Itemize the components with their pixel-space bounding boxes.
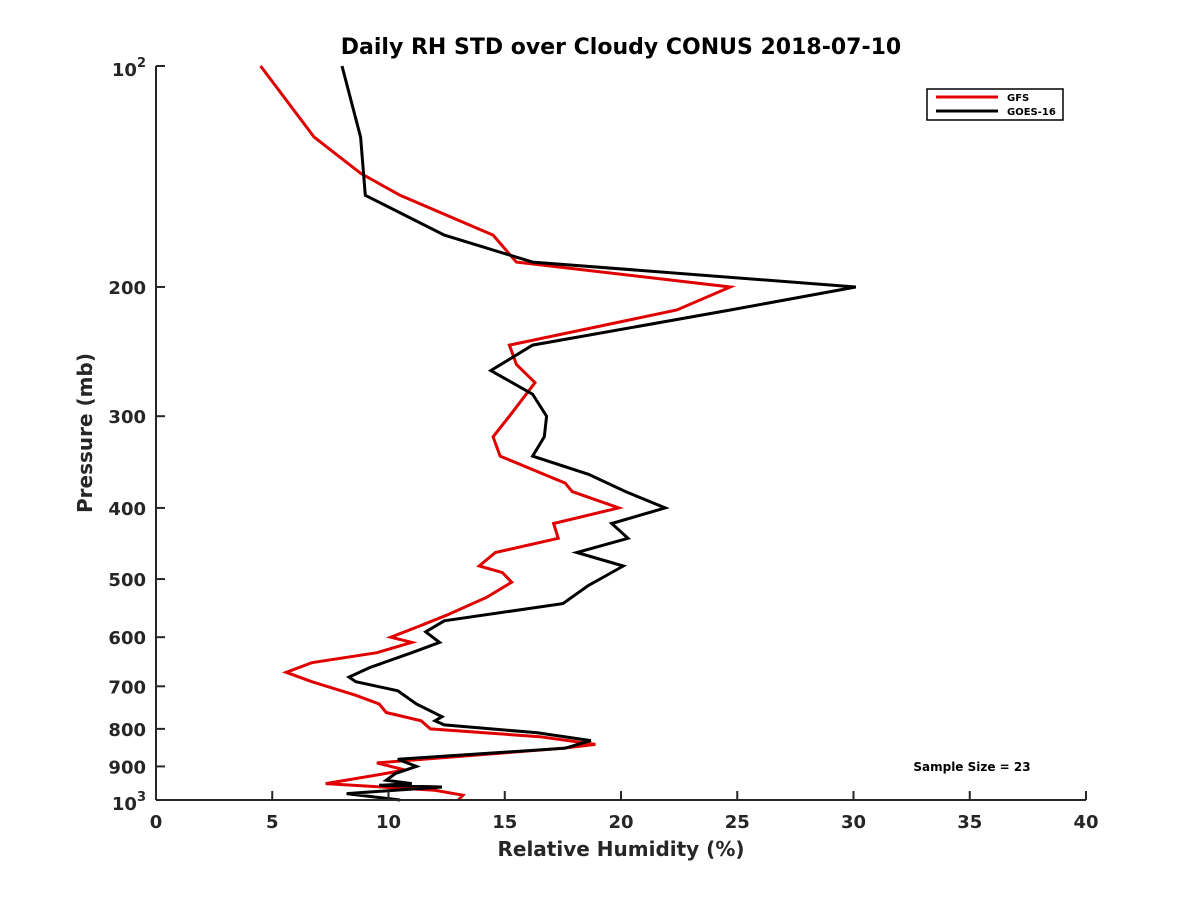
y-tick-label: 800 [108, 720, 146, 741]
y-tick-label: 300 [108, 407, 146, 428]
y-tick-label: 700 [108, 677, 146, 698]
y-tick-label: 103 [112, 790, 146, 815]
y-tick-label: 200 [108, 278, 146, 299]
sample-size-annotation: Sample Size = 23 [913, 760, 1030, 774]
y-tick-label-base: 10 [112, 60, 137, 81]
y-axis-label: Pressure (mb) [73, 353, 97, 513]
y-tick-label-exponent: 3 [137, 790, 146, 805]
plot-area [259, 65, 857, 802]
y-tick-label-exponent: 2 [137, 56, 146, 71]
x-tick-label: 10 [376, 812, 401, 833]
chart-title: Daily RH STD over Cloudy CONUS 2018-07-1… [341, 35, 901, 60]
x-tick-label: 35 [957, 812, 982, 833]
x-tick-label: 30 [841, 812, 866, 833]
x-tick-label: 25 [725, 812, 750, 833]
x-tick-label: 5 [266, 812, 279, 833]
y-tick-label: 600 [108, 628, 146, 649]
x-tick-label: 15 [492, 812, 517, 833]
legend-label-gfs: GFS [1007, 93, 1029, 104]
x-axis-label: Relative Humidity (%) [497, 837, 744, 861]
y-tick-label: 400 [108, 499, 146, 520]
x-tick-label: 40 [1073, 812, 1098, 833]
y-tick-label-base: 10 [112, 794, 137, 815]
legend-label-goes-16: GOES-16 [1007, 107, 1056, 118]
legend: GFS GOES-16 [926, 88, 1064, 121]
y-tick-label: 102 [112, 56, 146, 81]
x-tick-label: 20 [608, 812, 633, 833]
y-tick-label: 500 [108, 570, 146, 591]
y-tick-label: 900 [108, 757, 146, 778]
x-tick-label: 0 [150, 812, 163, 833]
series-line-goes-16 [340, 65, 857, 802]
legend-box [926, 88, 1064, 121]
x-ticks: 0 5 10 15 20 25 30 35 40 [150, 791, 1099, 833]
